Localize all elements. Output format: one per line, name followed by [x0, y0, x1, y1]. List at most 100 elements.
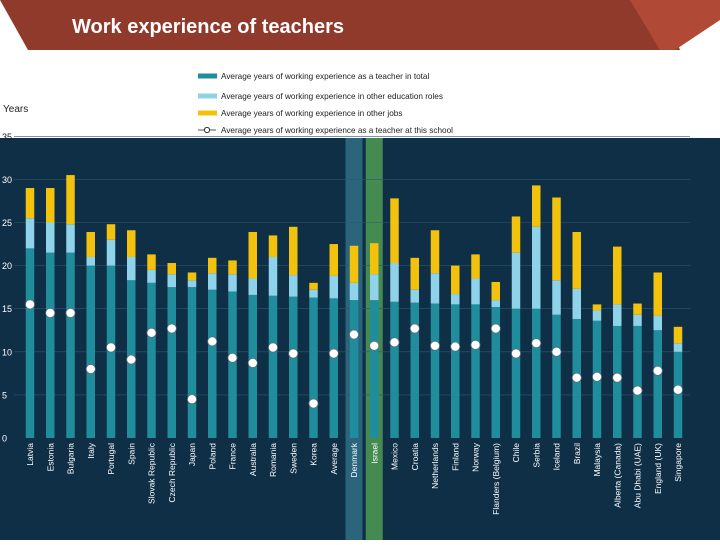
bar-total — [349, 300, 359, 438]
x-tick-label: Netherlands — [430, 443, 440, 489]
this-school-markers — [24, 299, 684, 409]
marker-this-school — [227, 352, 238, 363]
bar-total — [390, 301, 399, 438]
bar-other-education — [228, 274, 237, 292]
bar-other-jobs — [410, 257, 419, 290]
y-tick-label: 20 — [2, 261, 12, 271]
y-axis-title: Years — [3, 104, 28, 115]
bar-other-education — [66, 224, 75, 253]
bar-other-education — [410, 289, 419, 303]
x-tick-label: Czech Republic — [167, 442, 177, 502]
bar-other-education — [86, 256, 95, 266]
bar-other-jobs — [167, 263, 176, 275]
bar-other-education — [430, 273, 440, 304]
header-banner — [0, 0, 680, 50]
x-tick-label: Mexico — [390, 443, 400, 470]
bar-total — [329, 298, 338, 438]
bar-total — [228, 291, 237, 438]
x-tick-label: Bulgaria — [66, 443, 76, 474]
bar-other-education — [309, 289, 318, 298]
bar-other-education — [633, 314, 642, 326]
bar-total — [86, 265, 95, 438]
bar-total — [370, 300, 379, 438]
bar-other-education — [592, 310, 602, 321]
x-tick-label: Sweden — [288, 443, 298, 474]
bar-other-jobs — [633, 303, 642, 315]
x-tick-label: Israel — [369, 443, 379, 464]
marker-this-school — [551, 346, 562, 357]
header: 6 Work experience of teachers — [0, 0, 720, 50]
x-axis-labels: Latvia Estonia Bulgaria Italy Portugal Spain S… — [25, 442, 683, 515]
bar-other-education — [289, 275, 298, 297]
x-tick-label: Croatia — [410, 443, 420, 471]
bar-other-jobs — [228, 260, 237, 275]
bar-other-education — [248, 278, 257, 295]
x-tick-label: Malaysia — [592, 443, 602, 477]
marker-this-school — [409, 323, 420, 334]
bar-total — [633, 325, 642, 438]
y-tick-label: 10 — [2, 347, 12, 357]
bar-total — [25, 248, 35, 438]
bar-total — [289, 296, 298, 438]
x-tick-label: Denmark — [349, 442, 359, 477]
bar-other-education — [147, 269, 156, 283]
bar-other-education — [451, 294, 460, 305]
x-tick-label: Alberta (Canada) — [612, 443, 622, 508]
bar-total — [471, 304, 480, 438]
bar-total — [208, 289, 217, 438]
bar-other-education — [653, 315, 662, 331]
marker-this-school — [65, 308, 76, 319]
marker-this-school — [308, 398, 319, 409]
x-tick-label: Flanders (Belgium) — [491, 443, 501, 515]
bar-other-jobs — [491, 281, 500, 301]
bar-other-education — [46, 222, 55, 253]
bar-other-education — [572, 288, 581, 320]
bar-other-education — [167, 274, 176, 288]
bar-other-jobs — [349, 245, 359, 283]
x-tick-label: Poland — [207, 443, 217, 470]
bar-other-jobs — [187, 272, 197, 281]
marker-this-school — [470, 339, 481, 350]
legend-label: Average years of working experience in o… — [221, 92, 443, 101]
bar-other-education — [673, 343, 683, 352]
x-tick-label: Latvia — [25, 443, 35, 466]
legend-label: Average years of working experience in o… — [221, 109, 402, 118]
legend-swatch-other-education — [198, 93, 217, 99]
bar-other-education — [187, 280, 197, 288]
header-accent — [630, 0, 720, 50]
bar-other-jobs — [25, 188, 35, 219]
bar-other-jobs — [592, 304, 602, 311]
bar-other-jobs — [673, 326, 683, 344]
bar-other-education — [106, 239, 116, 266]
bar-total — [532, 308, 541, 438]
legend-swatch-other-jobs — [198, 110, 217, 116]
bar-total — [66, 252, 75, 438]
marker-this-school — [429, 340, 440, 351]
x-tick-label: Finland — [450, 443, 460, 471]
marker-this-school — [652, 365, 663, 376]
bar-other-education — [127, 256, 136, 281]
bar-other-jobs — [390, 198, 399, 264]
bar-other-jobs — [572, 231, 581, 289]
bar-total — [268, 295, 278, 438]
bar-other-jobs — [289, 226, 298, 276]
bar-other-jobs — [147, 254, 156, 270]
bar-other-education — [491, 300, 500, 307]
x-tick-label: Italy — [86, 442, 96, 458]
marker-this-school — [571, 372, 582, 383]
bar-total — [673, 351, 683, 438]
bar-other-jobs — [106, 224, 116, 240]
bar-total — [167, 287, 176, 438]
page-title: Work experience of teachers — [72, 16, 344, 38]
marker-this-school — [288, 348, 299, 359]
bar-other-jobs — [370, 243, 379, 275]
bar-total — [309, 297, 318, 438]
bar-other-jobs — [46, 188, 55, 223]
marker-this-school — [146, 327, 157, 338]
bar-other-education — [268, 256, 278, 296]
x-tick-label: England (UK) — [653, 443, 663, 494]
bar-other-education — [208, 273, 217, 290]
x-tick-label: Abu Dhabi (UAE) — [633, 443, 643, 508]
